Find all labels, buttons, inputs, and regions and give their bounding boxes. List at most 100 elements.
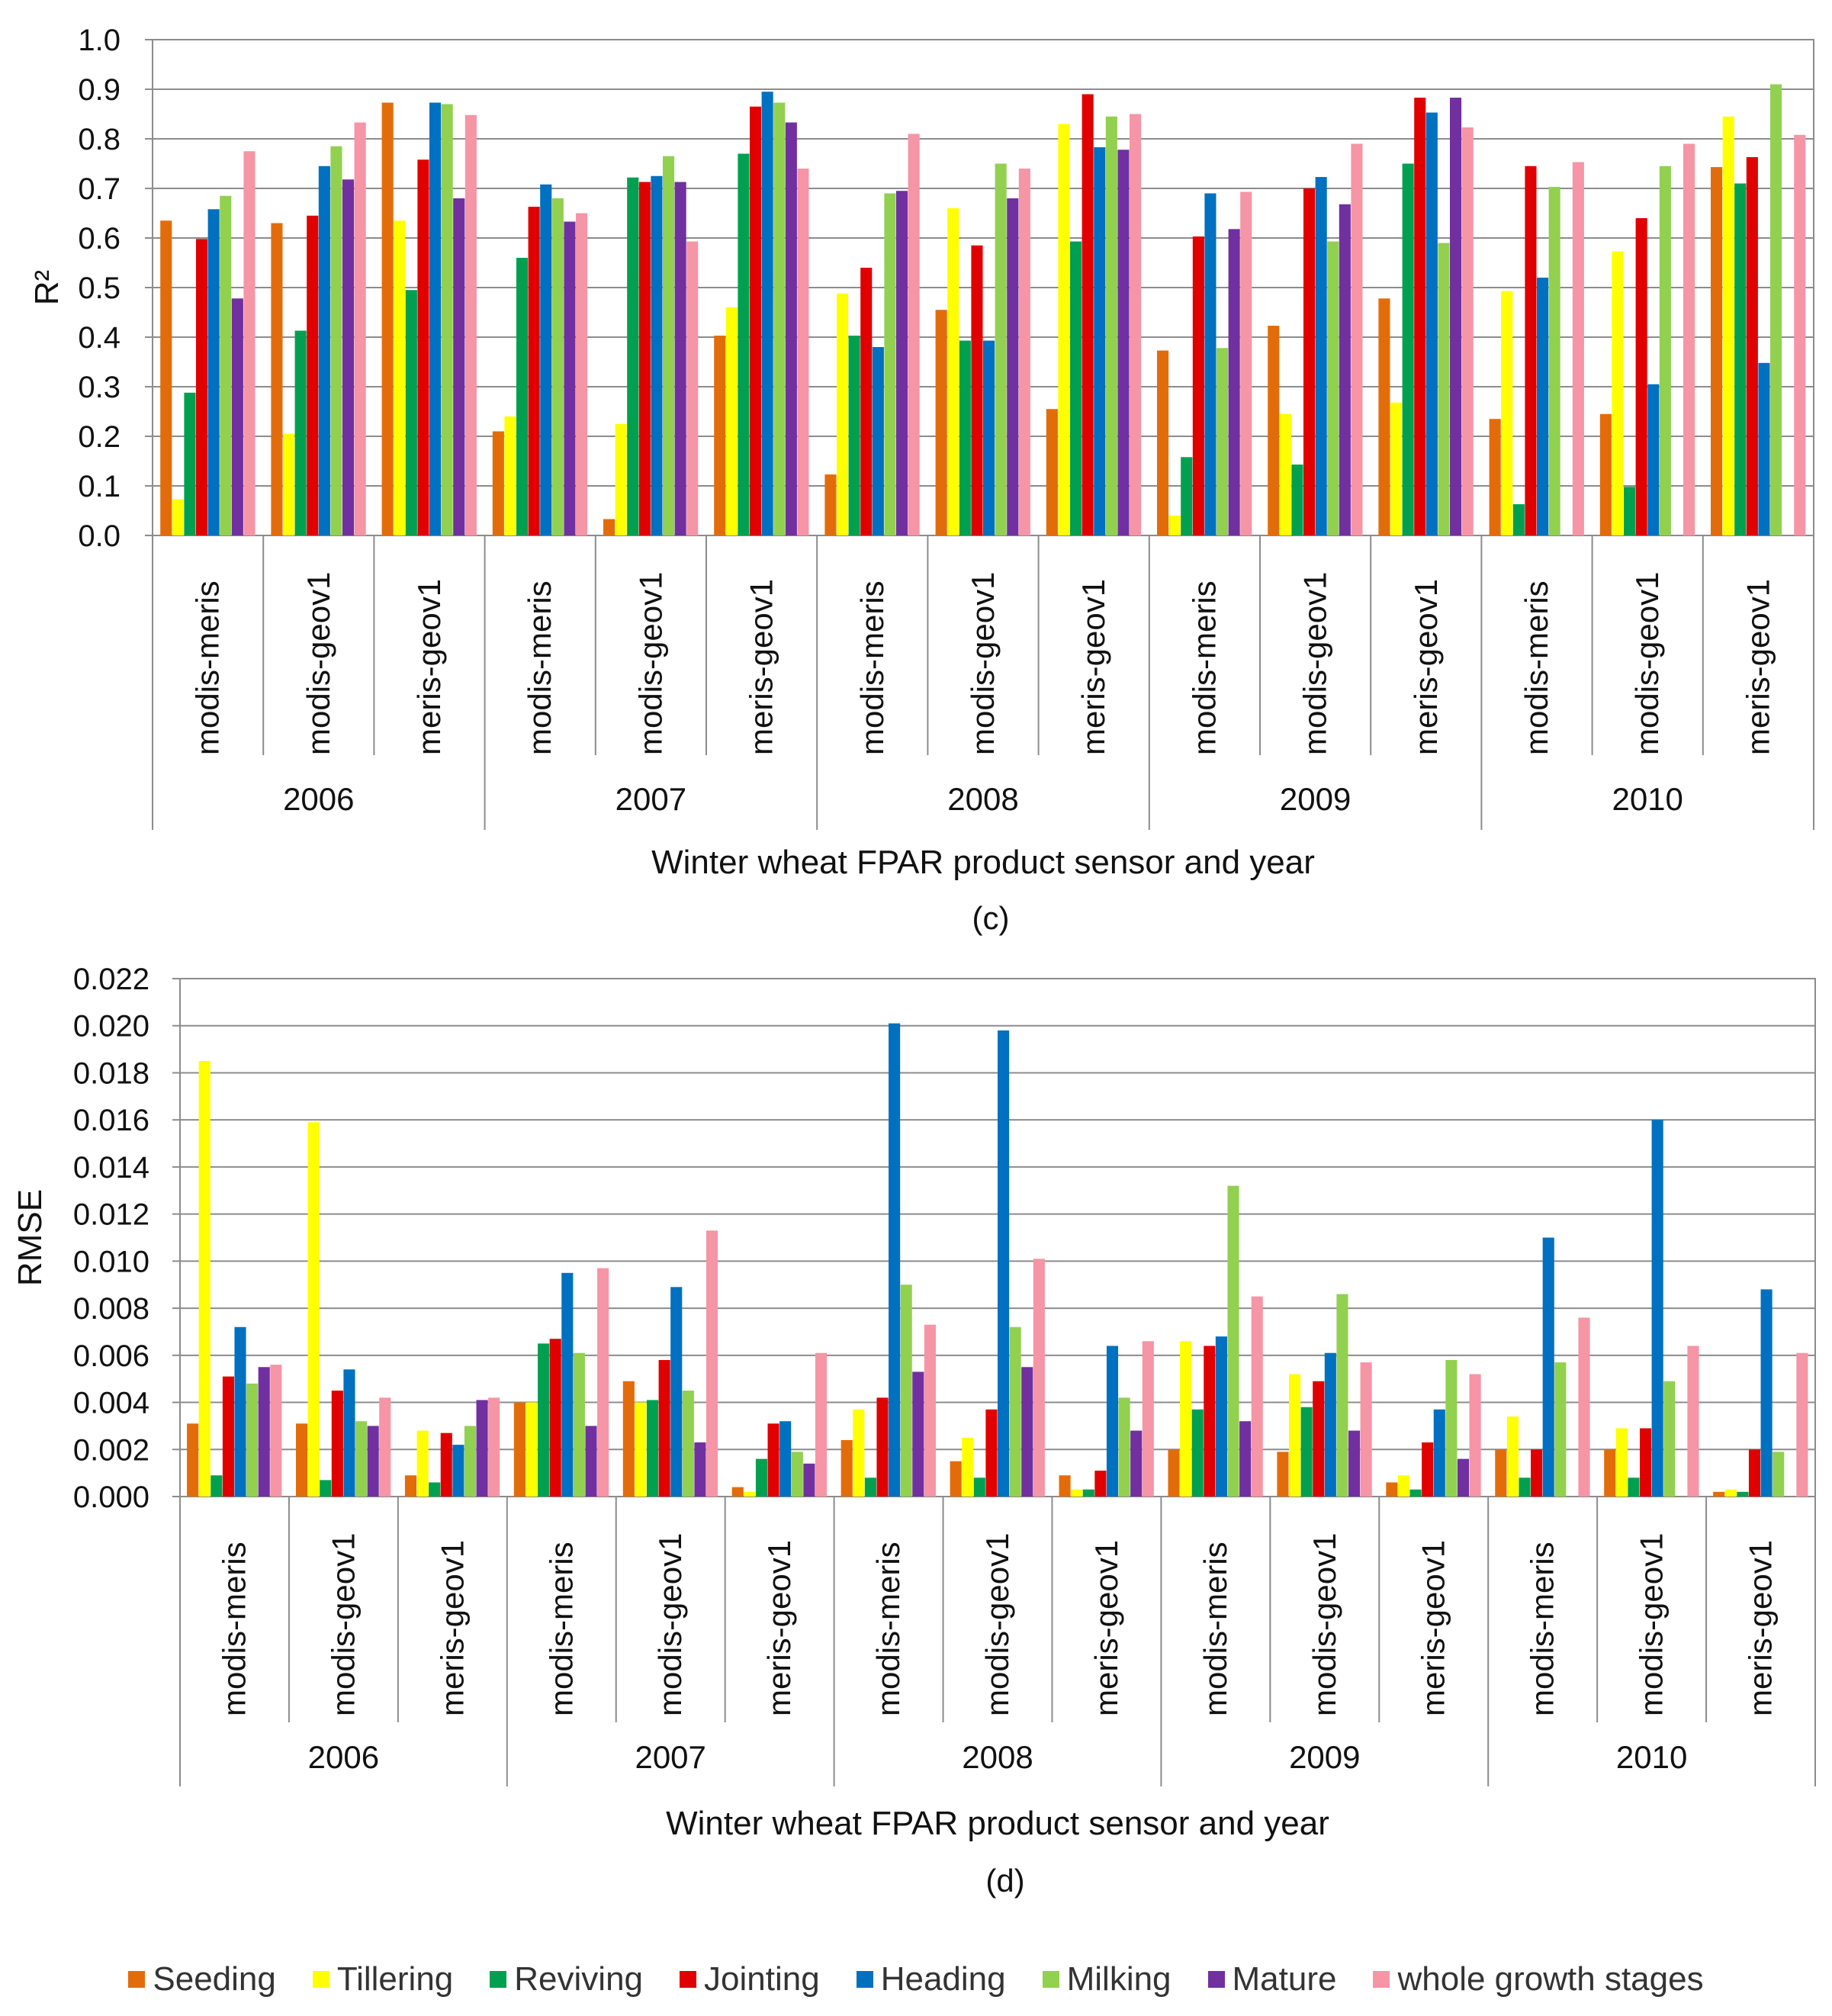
bar-mature	[912, 1371, 924, 1497]
bar-reviving	[429, 1482, 441, 1497]
category-label: modis-meris	[854, 580, 890, 755]
bar-reviving	[538, 1343, 550, 1497]
bar-milking	[884, 193, 896, 535]
bar-mature	[1348, 1430, 1361, 1497]
bar-mature	[896, 191, 908, 535]
bar-milking	[663, 156, 675, 535]
category-label: modis-meris	[1519, 580, 1554, 755]
bar-mature	[1228, 229, 1240, 535]
year-label: 2010	[1612, 781, 1683, 817]
category-label: modis-geov1	[652, 1533, 688, 1716]
bar-tillering	[1279, 413, 1291, 535]
bar-milking	[1327, 241, 1339, 535]
bar-jointing	[860, 268, 873, 535]
bar-reviving	[1191, 1409, 1204, 1497]
bar-reviving	[973, 1477, 985, 1497]
y-tick-label: 0.016	[73, 1104, 149, 1137]
bar-jointing	[417, 159, 429, 536]
bar-reviving	[848, 336, 860, 535]
legend-label: Jointing	[704, 1960, 820, 1998]
bar-heading	[234, 1326, 246, 1497]
bar-heading	[1758, 362, 1770, 535]
bar-tillering	[837, 293, 849, 535]
bar-tillering	[394, 220, 406, 535]
category-label: meris-geov1	[1408, 579, 1444, 755]
bar-tillering	[1724, 1489, 1737, 1497]
category-label: meris-geov1	[434, 1540, 470, 1716]
y-tick-label: 0.1	[78, 470, 121, 503]
bar-tillering	[615, 423, 627, 535]
bar-reviving	[1409, 1489, 1422, 1497]
bar-tillering	[1501, 291, 1513, 535]
year-label: 2009	[1289, 1739, 1360, 1775]
bar-tillering	[1168, 516, 1181, 535]
bar-reviving	[1628, 1477, 1640, 1497]
bar-tillering	[198, 1061, 211, 1497]
bar-tillering	[853, 1409, 865, 1497]
bar-tillering	[504, 416, 516, 535]
bar-heading	[540, 184, 552, 536]
bar-milking	[995, 163, 1007, 535]
bar-whole-growth-stages	[597, 1268, 609, 1497]
bar-whole-growth-stages	[1578, 1317, 1590, 1497]
bar-heading	[889, 1023, 901, 1497]
legend: Seeding Tillering Reviving Jointing Heading M…	[0, 1957, 1832, 2002]
bar-seeding	[1386, 1482, 1398, 1497]
bar-whole-growth-stages	[1351, 143, 1363, 535]
bar-milking	[573, 1352, 585, 1497]
bar-seeding	[1277, 1452, 1289, 1497]
legend-label: Seeding	[153, 1960, 276, 1998]
bar-whole-growth-stages	[706, 1230, 718, 1497]
bar-heading	[670, 1287, 683, 1497]
bar-mature	[453, 198, 465, 535]
bar-heading	[651, 175, 663, 535]
bar-heading	[779, 1421, 792, 1497]
bar-jointing	[767, 1423, 779, 1497]
legend-swatch	[856, 1971, 873, 1988]
year-label: 2006	[283, 781, 354, 817]
bar-heading	[1542, 1237, 1554, 1497]
bar-whole-growth-stages	[1796, 1352, 1808, 1497]
bar-seeding	[824, 474, 837, 535]
bar-tillering	[525, 1402, 538, 1497]
bar-reviving	[1519, 1477, 1531, 1497]
bar-seeding	[1713, 1491, 1725, 1497]
legend-label: Heading	[880, 1960, 1006, 1998]
bar-tillering	[1180, 1341, 1192, 1497]
bar-milking	[900, 1285, 912, 1497]
y-tick-label: 0.006	[73, 1339, 149, 1373]
bar-mature	[674, 182, 686, 536]
bar-seeding	[950, 1461, 962, 1497]
bar-jointing	[1204, 1346, 1216, 1497]
bar-whole-growth-stages	[1572, 162, 1584, 536]
category-label: meris-geov1	[1075, 579, 1111, 755]
bar-reviving	[959, 340, 971, 535]
bar-whole-growth-stages	[243, 151, 256, 535]
bar-whole-growth-stages	[1251, 1296, 1263, 1497]
bar-reviving	[1070, 241, 1082, 535]
bar-seeding	[731, 1487, 744, 1497]
bar-milking	[1009, 1326, 1021, 1497]
bar-reviving	[516, 258, 529, 535]
y-tick-label: 0.0	[78, 519, 121, 553]
bar-mature	[1339, 204, 1351, 535]
bar-mature	[1021, 1367, 1033, 1497]
bar-milking	[355, 1421, 368, 1497]
legend-item: Seeding	[128, 1960, 276, 1998]
bar-reviving	[1624, 487, 1636, 535]
bar-jointing	[1422, 1442, 1434, 1497]
category-label: modis-geov1	[632, 572, 668, 755]
bar-heading	[343, 1369, 355, 1497]
x-axis-label: Winter wheat FPAR product sensor and yea…	[666, 1805, 1329, 1842]
category-label: meris-geov1	[1740, 579, 1776, 755]
bar-jointing	[985, 1409, 998, 1497]
bar-reviving	[1300, 1407, 1313, 1497]
chart-panel-c: 0.0 0.1 0.2 0.3 0.4 0.5 0.6 0.7 0.8 0.9 1.0 R² modis…	[28, 24, 1814, 936]
bar-milking	[682, 1391, 694, 1497]
legend-label: Milking	[1066, 1960, 1172, 1998]
bar-seeding	[492, 431, 504, 535]
bar-whole-growth-stages	[1360, 1362, 1372, 1497]
bar-milking	[1554, 1362, 1567, 1497]
year-label: 2009	[1280, 781, 1351, 817]
bar-heading	[429, 102, 442, 536]
